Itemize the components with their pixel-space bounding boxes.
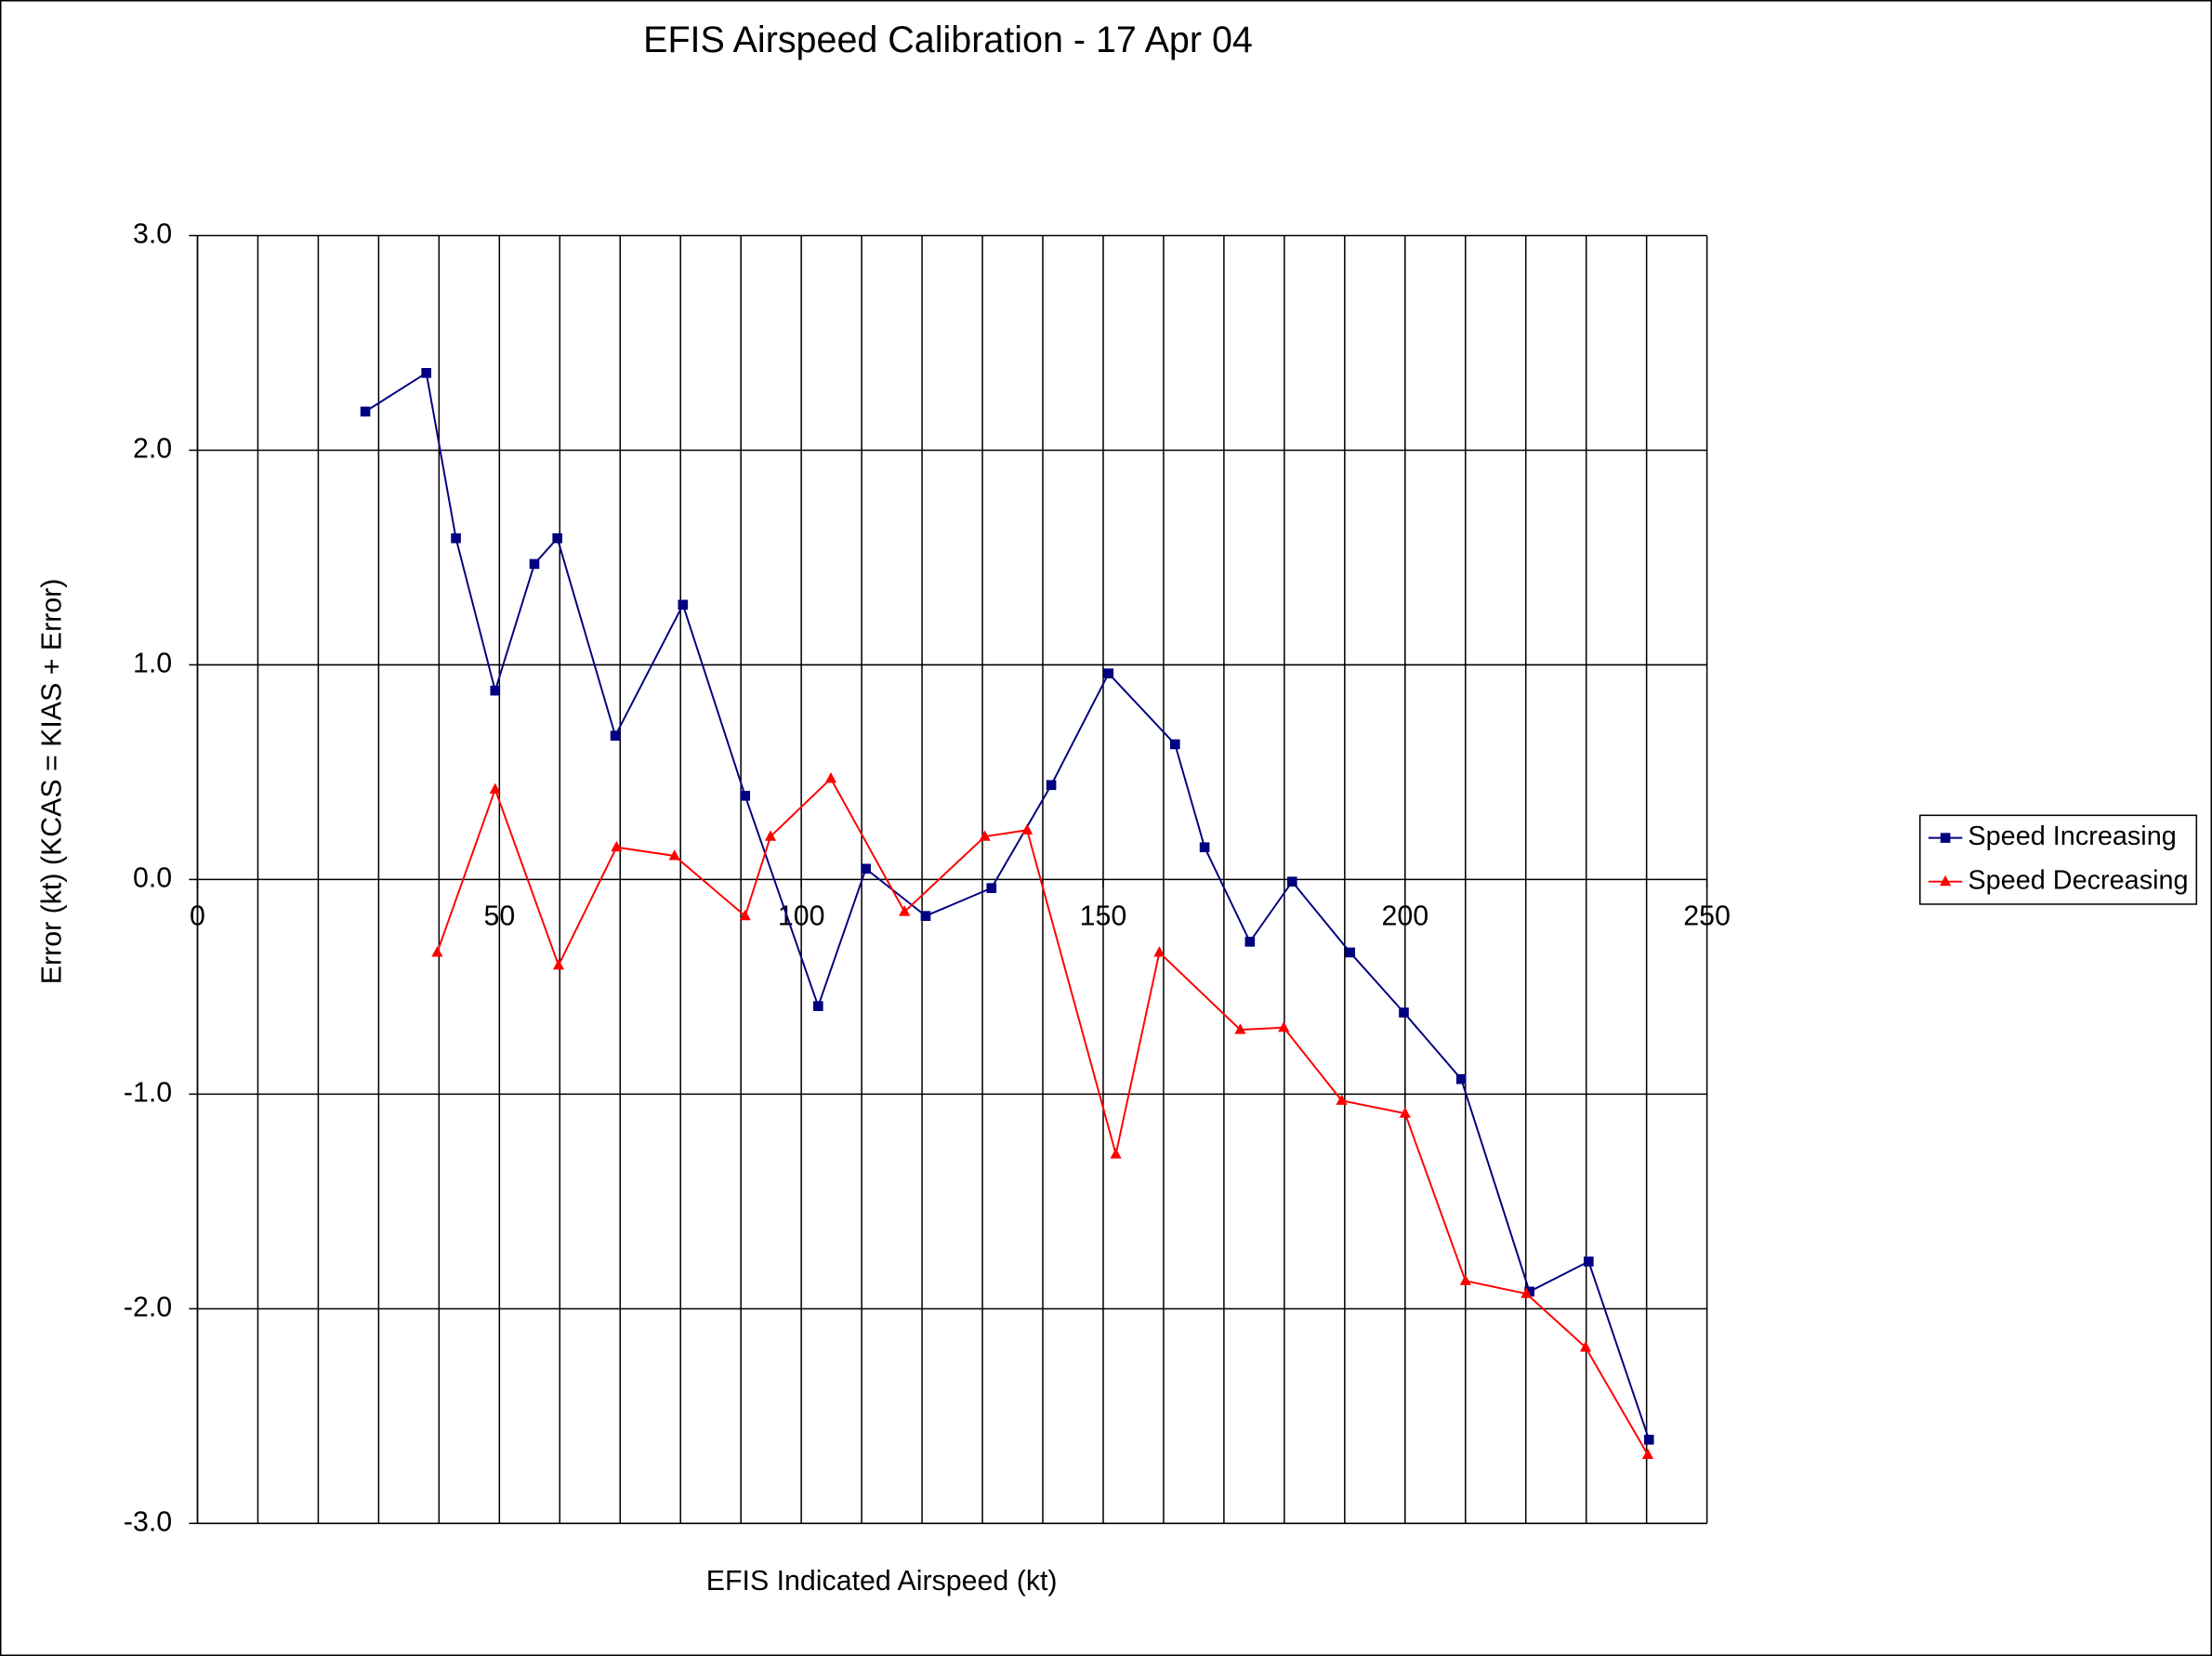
marker xyxy=(1643,1434,1654,1445)
marker xyxy=(1524,1286,1534,1297)
marker xyxy=(1345,947,1355,958)
marker xyxy=(1940,833,1951,843)
marker xyxy=(813,1001,823,1011)
legend-label: Speed Increasing xyxy=(1968,821,2176,851)
marker xyxy=(360,406,371,417)
x-tick-label: 0 xyxy=(190,900,205,931)
marker xyxy=(1153,946,1165,957)
marker xyxy=(552,958,565,970)
legend-label: Speed Decreasing xyxy=(1968,865,2188,895)
y-tick-label: 2.0 xyxy=(133,433,172,464)
marker xyxy=(431,946,443,957)
legend-box xyxy=(1919,814,2198,905)
marker xyxy=(1579,1341,1592,1352)
legend: Speed Increasing Speed Decreasing xyxy=(1919,814,2198,905)
marker xyxy=(1641,1448,1654,1459)
y-tick-label: -1.0 xyxy=(124,1077,172,1108)
marker xyxy=(1169,739,1180,750)
y-tick-label: -3.0 xyxy=(124,1506,172,1537)
marker xyxy=(979,830,991,841)
marker xyxy=(678,599,689,611)
marker xyxy=(1399,1007,1409,1018)
marker xyxy=(451,532,461,544)
marker xyxy=(1278,1020,1290,1032)
marker xyxy=(529,559,540,570)
marker xyxy=(610,730,621,741)
y-tick-label: -2.0 xyxy=(124,1292,172,1322)
y-tick-label: 3.0 xyxy=(133,219,172,250)
marker xyxy=(611,840,623,852)
marker xyxy=(920,911,931,921)
chart-title: EFIS Airspeed Calibration - 17 Apr 04 xyxy=(643,20,1253,60)
marker xyxy=(824,772,837,783)
marker xyxy=(740,791,751,801)
marker xyxy=(1521,1287,1533,1298)
marker xyxy=(764,830,777,841)
marker xyxy=(1103,668,1114,678)
x-axis-label: EFIS Indicated Airspeed (kt) xyxy=(706,1566,1058,1597)
marker xyxy=(1110,1148,1122,1159)
marker xyxy=(489,782,501,794)
x-tick-label: 150 xyxy=(1080,900,1127,931)
marker xyxy=(668,849,680,861)
marker xyxy=(421,368,432,378)
x-tick-label: 200 xyxy=(1381,900,1429,931)
marker xyxy=(1046,780,1057,791)
marker xyxy=(739,909,751,921)
marker xyxy=(1234,1023,1246,1034)
x-tick-label: 250 xyxy=(1683,900,1731,931)
marker xyxy=(1583,1256,1594,1267)
marker xyxy=(1199,842,1210,853)
marker xyxy=(986,883,997,893)
marker xyxy=(1286,876,1297,887)
marker xyxy=(899,905,911,916)
y-axis-label: Error (kt) (KCAS = KIAS + Error) xyxy=(37,579,68,985)
y-tick-label: 1.0 xyxy=(133,648,172,678)
marker xyxy=(1459,1274,1471,1285)
marker xyxy=(1399,1107,1411,1118)
marker xyxy=(490,685,501,696)
marker xyxy=(1940,874,1952,887)
marker xyxy=(1244,937,1256,947)
marker xyxy=(1021,823,1034,835)
marker xyxy=(1336,1094,1348,1105)
x-tick-label: 100 xyxy=(778,900,825,931)
marker xyxy=(552,532,562,544)
marker xyxy=(861,863,871,874)
y-tick-label: 0.0 xyxy=(133,862,172,893)
x-tick-label: 50 xyxy=(483,900,515,931)
marker xyxy=(1455,1073,1467,1084)
